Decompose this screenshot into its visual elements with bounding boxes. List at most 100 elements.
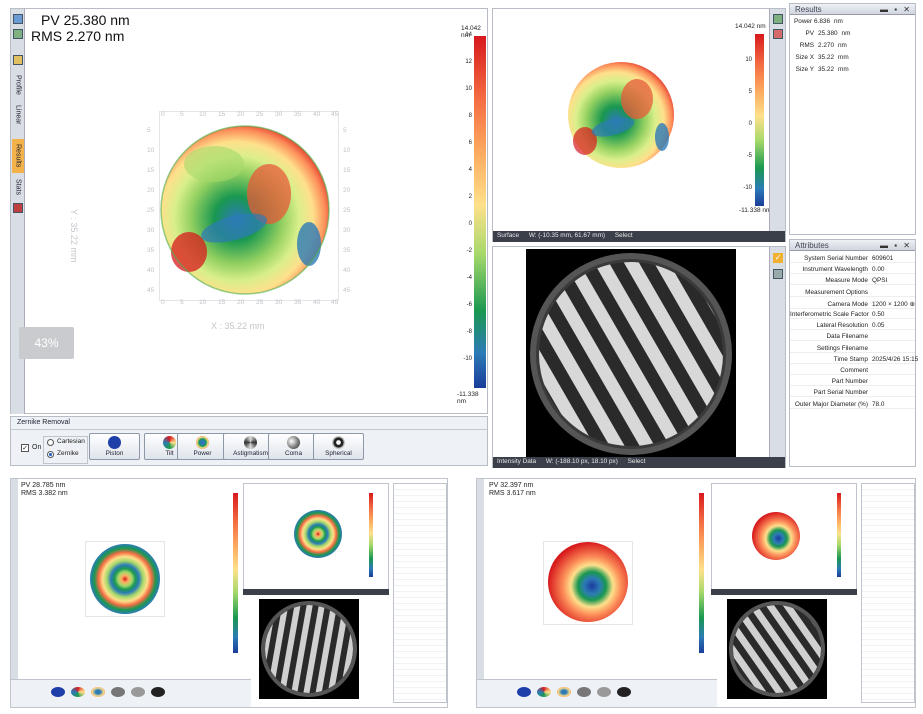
toolbar-icon-5[interactable] — [773, 14, 783, 24]
intensity-status-select[interactable]: Select — [627, 458, 646, 465]
x-tick: 45 — [331, 299, 339, 306]
x-tick: 20 — [237, 299, 245, 306]
coma-label: Coma — [284, 450, 303, 457]
toolbar-icon-2[interactable] — [13, 29, 23, 39]
intensity-status-coords: W: (-188.10 px, 18.10 px) — [545, 458, 618, 465]
attribute-row: Data Filename — [790, 333, 915, 342]
thumb-right-colorbar — [699, 493, 704, 653]
blue-region — [297, 222, 321, 266]
attribute-value: 1200 × 1200 ⊕ — [872, 300, 915, 308]
attribute-value: 78.0 — [872, 400, 885, 408]
attribute-key: Interferometric Scale Factor — [790, 311, 869, 318]
x-tick-row-bottom: 0 5 10 15 20 25 30 35 40 45 — [161, 299, 341, 307]
coma-button[interactable]: Coma — [268, 433, 319, 460]
toolbar-icon-4[interactable] — [13, 203, 23, 213]
y-tick: 30 — [147, 227, 155, 234]
colorbar-tick: 12 — [465, 59, 472, 65]
attributes-panel: Attributes ▬ ▪ ✕ System Serial Number 609… — [789, 239, 918, 467]
colorbar-tick: 10 — [465, 86, 472, 92]
thumb-left-surface-status — [243, 589, 389, 595]
piston-icon — [108, 436, 121, 449]
y-tick: 45 — [147, 287, 155, 294]
attribute-value: 609601 — [872, 255, 894, 262]
colorbar-min-label: -11.338 nm — [457, 391, 479, 405]
red-region — [247, 164, 291, 224]
results-panel: Results ▬ ▪ ✕ Power 6.836 nm PV 25.380 nm RM… — [789, 3, 916, 235]
toolbar-icon-6[interactable] — [773, 29, 783, 39]
piston-button[interactable]: Piston — [89, 433, 140, 460]
attribute-key: Settings Filename — [816, 344, 868, 352]
attribute-row: Measure Mode QPSI — [790, 277, 915, 286]
green-region — [184, 146, 244, 182]
x-tick: 5 — [180, 299, 184, 306]
thumb-left-map — [90, 544, 160, 614]
colorbar-tick: 2 — [468, 194, 472, 200]
y-tick: 5 — [343, 127, 347, 134]
colorbar-tick: -8 — [466, 329, 472, 335]
on-checkbox[interactable]: ✓ — [21, 444, 29, 452]
attribute-value: 0.05 — [872, 322, 885, 330]
attribute-key: Comment — [840, 367, 868, 374]
spherical-button[interactable]: Spherical — [313, 433, 364, 460]
intensity-side-toolbar: ✓ — [769, 247, 785, 457]
x-tick: 15 — [218, 111, 226, 118]
x-tick: 5 — [180, 111, 184, 118]
x-tick: 0 — [161, 111, 165, 118]
x-tick: 35 — [294, 299, 302, 306]
colorbar-tick: -2 — [466, 248, 472, 254]
tab-stats[interactable]: Stats — [14, 179, 22, 195]
x-tick: 30 — [275, 299, 283, 306]
attributes-window-controls[interactable]: ▬ ▪ ✕ — [880, 241, 912, 250]
attribute-row: Outer Major Diameter (%) 78.0 — [790, 401, 915, 409]
main-side-toolbar: Profile Linear Results Stats — [11, 9, 25, 414]
attribute-key: Outer Major Diameter (%) — [794, 400, 868, 408]
attribute-value: 0.00 — [872, 266, 885, 274]
y-tick: 45 — [343, 287, 351, 294]
zernike-radio[interactable] — [47, 451, 54, 458]
thumb-left-pv: PV 28.785 nm — [21, 482, 66, 489]
surface-map-3d[interactable] — [159, 124, 331, 296]
cartesian-radio[interactable] — [47, 439, 54, 446]
x-tick: 10 — [199, 111, 207, 118]
surface-map-2d[interactable] — [567, 61, 675, 169]
toolbar-icon-1[interactable] — [13, 14, 23, 24]
results-titlebar: Results ▬ ▪ ✕ — [790, 4, 915, 15]
coma-icon — [287, 436, 300, 449]
intensity-status-bar: Intensity Data W: (-188.10 px, 18.10 px)… — [493, 457, 785, 468]
piston-label: Piston — [105, 450, 124, 457]
surface-status-select[interactable]: Select — [614, 232, 633, 239]
tab-profile[interactable]: Profile — [14, 75, 22, 95]
check-icon[interactable]: ✓ — [773, 253, 783, 263]
red-region — [171, 232, 207, 272]
mode-group — [43, 436, 88, 464]
attribute-key: Camera Mode — [827, 300, 869, 308]
intensity-image[interactable] — [526, 249, 736, 459]
tab-linear[interactable]: Linear — [14, 105, 22, 125]
attribute-key: Instrument Wavelength — [802, 266, 868, 274]
attribute-key: Data Filename — [826, 333, 868, 341]
attribute-key: Measurement Options — [805, 288, 868, 296]
thumb-right-surface-map — [752, 512, 800, 560]
y-tick: 35 — [147, 247, 155, 254]
thumb-right-map — [548, 542, 628, 622]
y-tick-col-left: 5 10 15 20 25 30 35 40 45 — [147, 127, 157, 297]
astigmatism-label: Astigmatism — [233, 450, 268, 457]
surface-colorbar-ticks: 10 5 0 -5 -10 — [741, 57, 753, 207]
zoom-level[interactable]: 43% — [19, 327, 74, 359]
colorbar-tick: 10 — [745, 57, 752, 63]
tab-results[interactable]: Results — [12, 139, 24, 173]
x-tick: 35 — [294, 111, 302, 118]
zernike-label: Zernike — [57, 450, 79, 457]
zernike-title: Zernike Removal — [17, 419, 70, 426]
toolbar-icon-3[interactable] — [13, 55, 23, 65]
y-tick: 5 — [147, 127, 151, 134]
result-row: PV 25.380 nm — [805, 30, 851, 37]
results-window-controls[interactable]: ▬ ▪ ✕ — [880, 5, 912, 14]
power-button[interactable]: Power — [177, 433, 228, 460]
toolbar-icon-7[interactable] — [773, 269, 783, 279]
tilt-label: Tilt — [165, 450, 174, 457]
thumb-right-attributes — [861, 483, 915, 703]
colorbar-tick: 5 — [748, 89, 752, 95]
x-tick-row-top: 0 5 10 15 20 25 30 35 40 45 — [161, 111, 341, 119]
result-row: Size X 35.22 mm — [795, 54, 849, 61]
